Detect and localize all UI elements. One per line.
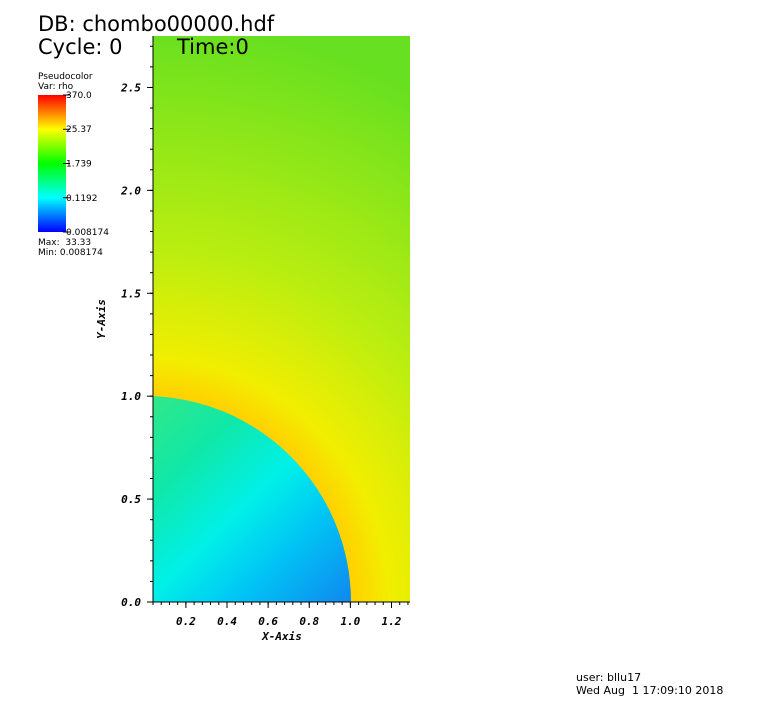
y-tick-label: 2.0 bbox=[120, 184, 141, 197]
user-label: user: bllu17 bbox=[576, 671, 641, 684]
legend-variable: Var: rho bbox=[38, 82, 74, 92]
y-tick-label: 0.0 bbox=[121, 596, 141, 609]
y-tick-label: 2.5 bbox=[120, 81, 141, 94]
legend-min: Min: 0.008174 bbox=[38, 248, 103, 258]
colorbar-label: 0.1192 bbox=[66, 194, 98, 204]
colorbar bbox=[38, 95, 66, 232]
x-tick-label: 1.0 bbox=[340, 615, 360, 628]
x-tick-label: 0.2 bbox=[176, 615, 196, 628]
field-inner bbox=[153, 396, 351, 602]
y-tick-label: 0.5 bbox=[121, 493, 141, 506]
colorbar-label: 370.0 bbox=[66, 91, 92, 101]
x-axis-title: X-Axis bbox=[261, 630, 302, 643]
legend-title: Pseudocolor bbox=[38, 72, 93, 82]
y-tick-label: 1.5 bbox=[121, 287, 141, 300]
colorbar-label: 0.008174 bbox=[66, 228, 109, 238]
x-tick-label: 0.6 bbox=[258, 615, 278, 628]
colorbar-label: 25.37 bbox=[66, 125, 92, 135]
time-label: Time:0 bbox=[176, 35, 249, 59]
colorbar-label: 1.739 bbox=[66, 160, 92, 170]
cycle-label: Cycle: 0 bbox=[38, 35, 123, 59]
x-tick-label: 0.8 bbox=[299, 615, 319, 628]
db-label: DB: chombo00000.hdf bbox=[38, 12, 275, 36]
y-tick-label: 1.0 bbox=[121, 390, 141, 403]
y-axis-title: Y-Axis bbox=[95, 299, 108, 339]
x-tick-label: 0.4 bbox=[217, 615, 237, 628]
date-label: Wed Aug 1 17:09:10 2018 bbox=[576, 684, 723, 697]
field bbox=[153, 36, 410, 602]
legend-max: Max: 33.33 bbox=[38, 238, 91, 248]
x-tick-label: 1.2 bbox=[382, 615, 402, 628]
